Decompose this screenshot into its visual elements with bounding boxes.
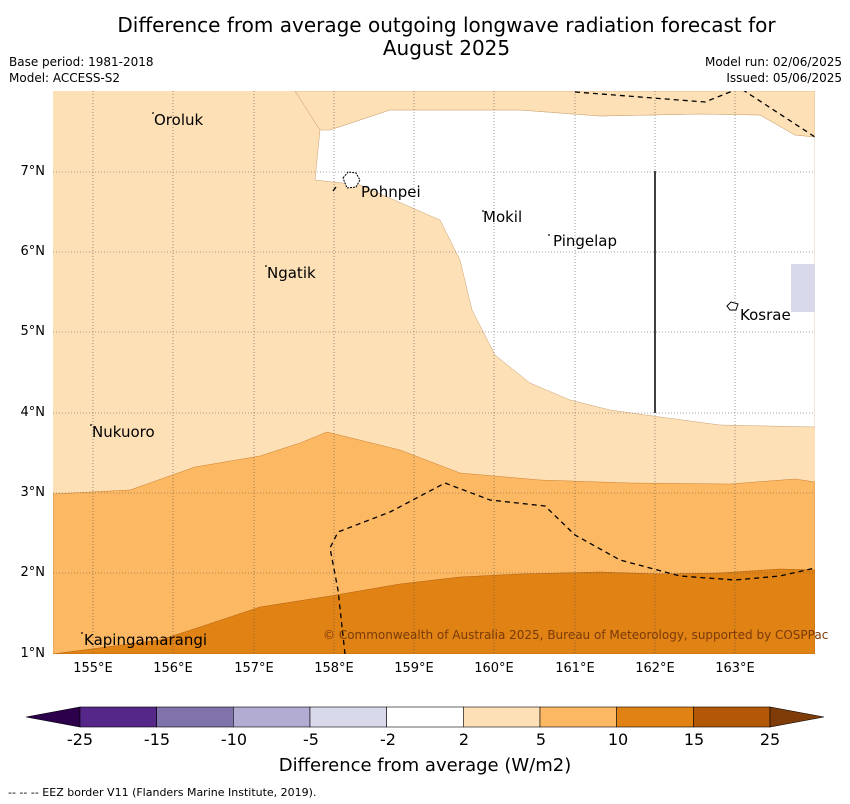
lon-label: 155°E bbox=[73, 661, 113, 676]
lon-label: 159°E bbox=[394, 661, 434, 676]
place-label-pingelap: Pingelap bbox=[553, 232, 618, 250]
lon-label: 158°E bbox=[314, 661, 354, 676]
place-label-ngatik: Ngatik bbox=[267, 264, 316, 282]
lon-label: 156°E bbox=[153, 661, 193, 676]
colorbar-bin bbox=[79, 706, 157, 728]
colorbar-tick: -2 bbox=[380, 730, 396, 749]
eez-border bbox=[329, 91, 815, 654]
lat-label: 7°N bbox=[20, 164, 46, 179]
colorbar-over-extension bbox=[769, 706, 825, 728]
lon-label: 161°E bbox=[555, 661, 595, 676]
base-period: Base period: 1981-2018 bbox=[9, 55, 154, 69]
lat-label: 1°N bbox=[20, 646, 46, 661]
colorbar-bin bbox=[233, 706, 311, 728]
place-label-nukuoro: Nukuoro bbox=[92, 423, 155, 441]
lon-label: 157°E bbox=[234, 661, 274, 676]
copyright-notice: © Commonwealth of Australia 2025, Bureau… bbox=[323, 628, 829, 642]
meta-left: Base period: 1981-2018 Model: ACCESS-S2 bbox=[9, 54, 154, 86]
colorbar-tick: 10 bbox=[607, 730, 629, 749]
issued-date: Issued: 05/06/2025 bbox=[726, 71, 842, 85]
colorbar-bin bbox=[386, 706, 464, 728]
lon-label: 162°E bbox=[635, 661, 675, 676]
colorbar-tick: -15 bbox=[143, 730, 171, 749]
colorbar-label: Difference from average (W/m2) bbox=[278, 755, 572, 776]
colorbar-tick: -10 bbox=[220, 730, 248, 749]
model-name: Model: ACCESS-S2 bbox=[9, 71, 121, 85]
lat-label: 3°N bbox=[20, 485, 46, 500]
colorbar-tick: 2 bbox=[458, 730, 470, 749]
place-label-kapingamarangi: Kapingamarangi bbox=[84, 631, 208, 649]
colorbar-under-extension bbox=[25, 706, 81, 728]
lat-label: 2°N bbox=[20, 565, 46, 580]
colorbar-tick: 15 bbox=[683, 730, 705, 749]
atoll-markers bbox=[81, 112, 550, 634]
colorbar bbox=[25, 706, 825, 728]
pohnpei-island bbox=[342, 171, 361, 189]
place-label-mokil: Mokil bbox=[483, 208, 523, 226]
lat-label: 5°N bbox=[20, 324, 46, 339]
lon-label: 160°E bbox=[474, 661, 514, 676]
colorbar-bin bbox=[309, 706, 387, 728]
model-run: Model run: 02/06/2025 bbox=[704, 55, 842, 69]
colorbar-bin bbox=[463, 706, 541, 728]
kosrae-island bbox=[726, 301, 739, 311]
place-label-kosrae: Kosrae bbox=[740, 306, 791, 324]
colorbar-tick: 5 bbox=[535, 730, 547, 749]
meta-right: Model run: 02/06/2025 Issued: 05/06/2025 bbox=[705, 54, 842, 86]
map-area bbox=[53, 91, 815, 654]
colorbar-bin bbox=[616, 706, 694, 728]
colorbar-tick: -25 bbox=[66, 730, 94, 749]
colorbar-bin bbox=[693, 706, 771, 728]
colorbar-tick: 25 bbox=[759, 730, 781, 749]
eez-footnote: -- -- -- EEZ border V11 (Flanders Marine… bbox=[8, 786, 317, 799]
place-label-pohnpei: Pohnpei bbox=[361, 183, 421, 201]
lon-label: 163°E bbox=[715, 661, 755, 676]
title-line-1: Difference from average outgoing longwav… bbox=[117, 13, 776, 37]
lat-label: 6°N bbox=[20, 244, 46, 259]
page-title: Difference from average outgoing longwav… bbox=[0, 14, 850, 60]
colorbar-tick: -5 bbox=[303, 730, 319, 749]
region-10-to-15 bbox=[53, 568, 815, 654]
lat-label: 4°N bbox=[20, 405, 46, 420]
colorbar-bin bbox=[539, 706, 617, 728]
region-minus-5-to-minus-2 bbox=[791, 264, 815, 312]
place-label-oroluk: Oroluk bbox=[154, 111, 204, 129]
title-line-2: August 2025 bbox=[382, 36, 511, 60]
colorbar-bin bbox=[156, 706, 234, 728]
